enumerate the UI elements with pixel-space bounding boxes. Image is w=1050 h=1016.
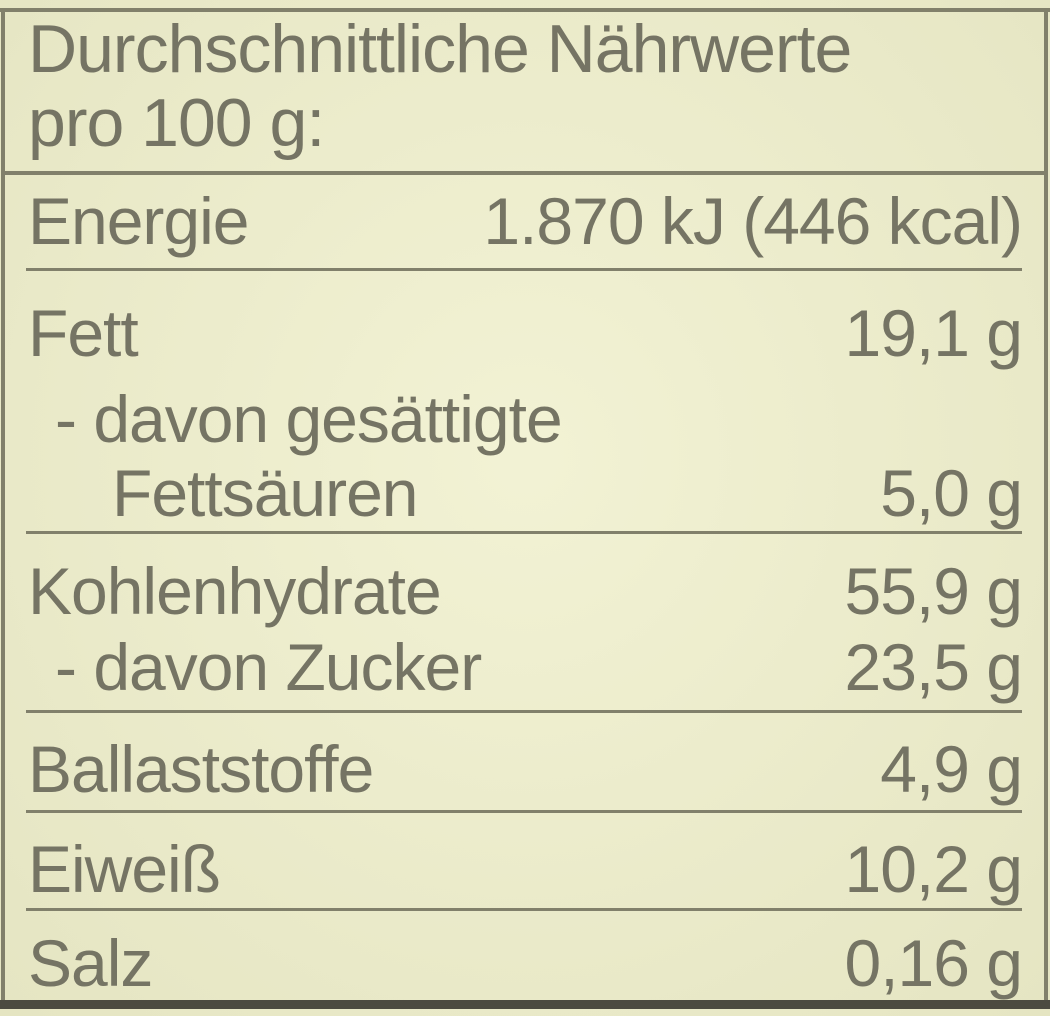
row-gesaettigte-fettsaeuren-line1: - davon gesättigte [55,382,1022,456]
row-kohlenhydrate-value: 55,9 g [844,554,1023,628]
row-gesaettigte-label-line1: - davon gesättigte [55,382,563,456]
row-eiweiss: Eiweiß 10,2 g [28,832,1023,906]
row-energie-value: 1.870 kJ (446 kcal) [483,184,1023,258]
row-ballaststoffe: Ballaststoffe 4,9 g [28,732,1023,806]
row-ballaststoffe-label: Ballaststoffe [28,732,374,806]
row-kohlenhydrate-label: Kohlenhydrate [28,554,442,628]
row-zucker-value: 23,5 g [844,630,1023,704]
row-fett: Fett 19,1 g [28,296,1023,370]
table-border-left [1,8,5,1003]
row-gesaettigte-label-line2: Fettsäuren [112,456,418,530]
header-title-line1: Durchschnittliche Nährwerte [28,11,852,87]
row-gesaettigte-fettsaeuren-line2: Fettsäuren 5,0 g [112,456,1023,530]
row-energie-label: Energie [28,184,249,258]
separator-after-kohlenhydrate [26,710,1022,713]
row-fett-value: 19,1 g [844,296,1023,370]
row-eiweiss-value: 10,2 g [844,832,1023,906]
header-title-line2: pro 100 g: [28,85,325,161]
header-separator [2,171,1045,175]
row-fett-label: Fett [28,296,139,370]
separator-after-fett [26,531,1022,534]
separator-after-ballaststoffe [26,810,1022,813]
row-salz-label: Salz [28,926,153,1000]
separator-after-eiweiss [26,908,1022,911]
table-border-right [1044,8,1048,1003]
table-border-bottom [0,1000,1050,1009]
row-salz: Salz 0,16 g [28,926,1023,1000]
row-zucker-label: - davon Zucker [55,630,482,704]
row-salz-value: 0,16 g [844,926,1023,1000]
row-zucker: - davon Zucker 23,5 g [55,630,1023,704]
row-kohlenhydrate: Kohlenhydrate 55,9 g [28,554,1023,628]
row-energie: Energie 1.870 kJ (446 kcal) [28,184,1023,258]
row-gesaettigte-value: 5,0 g [880,456,1023,530]
row-ballaststoffe-value: 4,9 g [880,732,1023,806]
table-border-top [0,8,1050,12]
row-eiweiss-label: Eiweiß [28,832,221,906]
separator-after-energie [26,268,1022,271]
